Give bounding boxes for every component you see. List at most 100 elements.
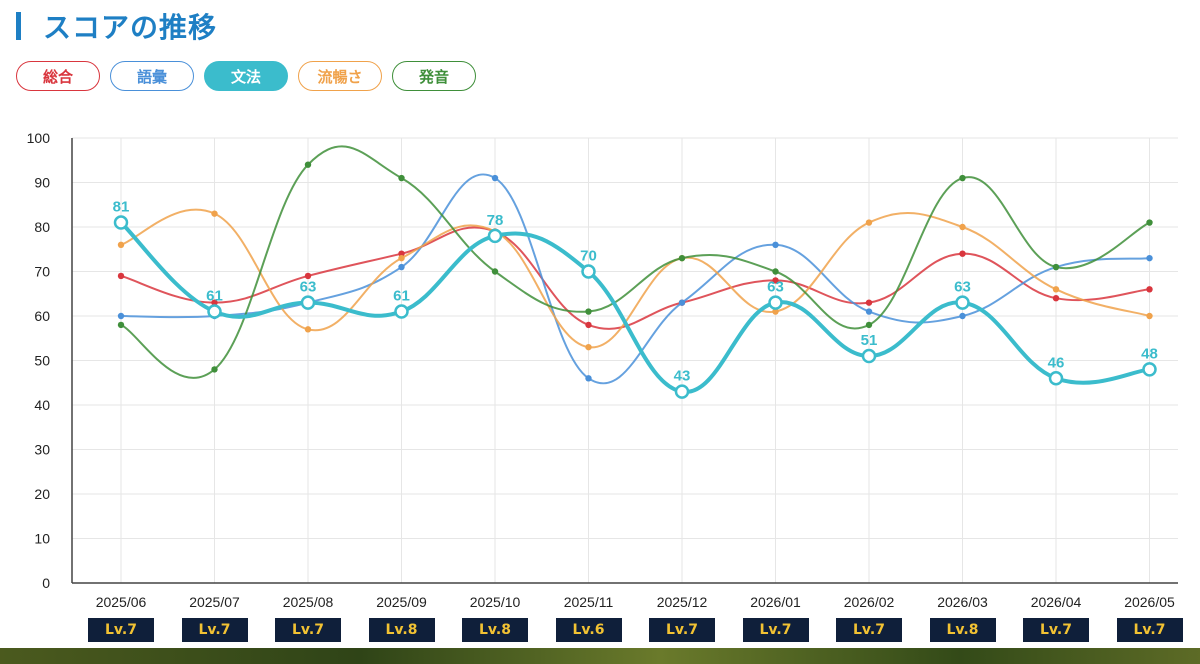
series-point-3f8f3a bbox=[491, 268, 499, 275]
series-point-highlighted bbox=[581, 264, 596, 279]
y-tick-label: 100 bbox=[27, 130, 51, 146]
y-tick-label: 0 bbox=[42, 575, 50, 591]
series-point-3f8f3a bbox=[772, 268, 779, 275]
series-point-highlighted bbox=[300, 295, 316, 310]
x-tick-label: 2025/06 bbox=[96, 594, 147, 610]
level-badge: Lv.7 bbox=[742, 618, 809, 642]
y-tick-label: 70 bbox=[34, 264, 50, 280]
x-tick-label: 2026/02 bbox=[844, 594, 895, 610]
section-header: スコアの推移 bbox=[16, 6, 217, 46]
y-tick-label: 80 bbox=[34, 219, 50, 235]
tab-total[interactable]: 総合 bbox=[16, 61, 100, 91]
series-point-3f8f3a bbox=[117, 321, 125, 329]
score-type-tabs: 総合 語彙 文法 流暢さ 発音 bbox=[16, 61, 486, 91]
series-point-highlighted bbox=[1142, 362, 1157, 377]
series-point-f0a24b bbox=[865, 219, 873, 226]
x-tick-label: 2025/08 bbox=[283, 594, 334, 610]
series-point-3f8f3a bbox=[398, 174, 405, 182]
tab-fluency[interactable]: 流暢さ bbox=[298, 61, 382, 91]
data-label: 81 bbox=[113, 199, 130, 216]
series-point-d9363e bbox=[1146, 286, 1153, 293]
data-label: 63 bbox=[954, 279, 971, 296]
series-point-4a90d9 bbox=[1146, 254, 1153, 262]
series-point-3f8f3a bbox=[304, 161, 312, 168]
series-point-d9363e bbox=[865, 299, 873, 306]
data-label: 70 bbox=[580, 248, 597, 265]
series-point-4a90d9 bbox=[117, 312, 125, 320]
level-badge: Lv.7 bbox=[181, 618, 248, 642]
series-point-3f8f3a bbox=[1052, 263, 1060, 271]
y-tick-label: 20 bbox=[34, 486, 50, 502]
tab-vocabulary[interactable]: 語彙 bbox=[110, 61, 194, 91]
data-label: 46 bbox=[1048, 354, 1065, 371]
series-point-f0a24b bbox=[1052, 286, 1060, 293]
series-point-4a90d9 bbox=[491, 174, 499, 182]
series-line-d9363e bbox=[120, 226, 1150, 330]
y-tick-label: 90 bbox=[34, 175, 50, 191]
series-point-f0a24b bbox=[1146, 312, 1153, 320]
level-badge: Lv.8 bbox=[368, 618, 435, 642]
level-badge: Lv.7 bbox=[275, 618, 341, 642]
tab-pronunciation[interactable]: 発音 bbox=[392, 61, 476, 91]
series-point-d9363e bbox=[959, 250, 966, 257]
series-point-f0a24b bbox=[585, 343, 592, 351]
data-label: 78 bbox=[487, 212, 504, 229]
x-tick-label: 2025/12 bbox=[657, 594, 708, 610]
series-point-highlighted bbox=[394, 304, 409, 319]
series-point-d9363e bbox=[211, 299, 218, 306]
series-point-highlighted bbox=[207, 304, 222, 319]
x-tick-label: 2025/09 bbox=[376, 594, 427, 610]
x-tick-label: 2025/07 bbox=[189, 594, 240, 610]
series-point-highlighted bbox=[1048, 371, 1064, 386]
data-label: 51 bbox=[861, 332, 878, 349]
y-tick-label: 60 bbox=[34, 308, 50, 324]
series-point-f0a24b bbox=[772, 308, 779, 315]
series-line-4a90d9 bbox=[120, 173, 1150, 385]
series-point-d9363e bbox=[117, 272, 125, 280]
series-point-3f8f3a bbox=[585, 308, 592, 315]
x-tick-label: 2026/04 bbox=[1031, 594, 1082, 610]
series-point-4a90d9 bbox=[678, 299, 686, 306]
series-point-d9363e bbox=[585, 321, 592, 329]
tab-grammar[interactable]: 文法 bbox=[204, 61, 288, 91]
x-tick-label: 2026/03 bbox=[937, 594, 988, 610]
series-point-4a90d9 bbox=[865, 308, 873, 315]
data-label: 61 bbox=[206, 288, 223, 305]
series-point-d9363e bbox=[398, 250, 405, 257]
footer-background-strip bbox=[0, 648, 1200, 664]
series-point-3f8f3a bbox=[865, 321, 873, 329]
series-point-highlighted bbox=[674, 384, 690, 399]
y-tick-label: 50 bbox=[34, 353, 50, 369]
score-trend-chart: 0 10 20 30 40 50 60 70 80 90 100 2025/06 2025/07 2025… bbox=[27, 130, 1178, 610]
series-point-highlighted bbox=[955, 295, 970, 310]
series-point-3f8f3a bbox=[211, 366, 218, 373]
series-line-3f8f3a bbox=[120, 145, 1150, 379]
series-point-f0a24b bbox=[304, 326, 312, 333]
page-title: スコアの推移 bbox=[43, 11, 218, 44]
level-badge: Lv.8 bbox=[462, 618, 528, 642]
series-point-highlighted bbox=[861, 348, 877, 364]
level-badge: Lv.7 bbox=[1023, 618, 1089, 642]
x-tick-label: 2025/10 bbox=[470, 594, 521, 610]
y-tick-label: 10 bbox=[34, 531, 50, 547]
x-tick-label: 2025/11 bbox=[564, 594, 614, 610]
data-label: 63 bbox=[300, 279, 317, 296]
data-label: 48 bbox=[1141, 345, 1158, 362]
data-label: 43 bbox=[674, 368, 691, 385]
data-label: 63 bbox=[767, 279, 784, 296]
series-point-4a90d9 bbox=[772, 241, 779, 248]
level-badge: Lv.7 bbox=[88, 618, 154, 642]
series-point-f0a24b bbox=[959, 223, 966, 231]
level-badge: Lv.8 bbox=[929, 618, 996, 642]
level-badge: Lv.7 bbox=[649, 618, 715, 642]
level-badge: Lv.7 bbox=[836, 618, 902, 642]
x-tick-label: 2026/05 bbox=[1124, 594, 1175, 610]
series-point-f0a24b bbox=[211, 210, 218, 217]
level-badge: Lv.6 bbox=[555, 618, 622, 642]
series-point-highlighted bbox=[768, 295, 783, 310]
y-tick-label: 30 bbox=[34, 442, 50, 458]
level-badge: Lv.7 bbox=[1116, 618, 1183, 642]
series-point-4a90d9 bbox=[959, 312, 966, 320]
x-tick-label: 2026/01 bbox=[750, 594, 801, 610]
series-point-d9363e bbox=[304, 272, 312, 280]
